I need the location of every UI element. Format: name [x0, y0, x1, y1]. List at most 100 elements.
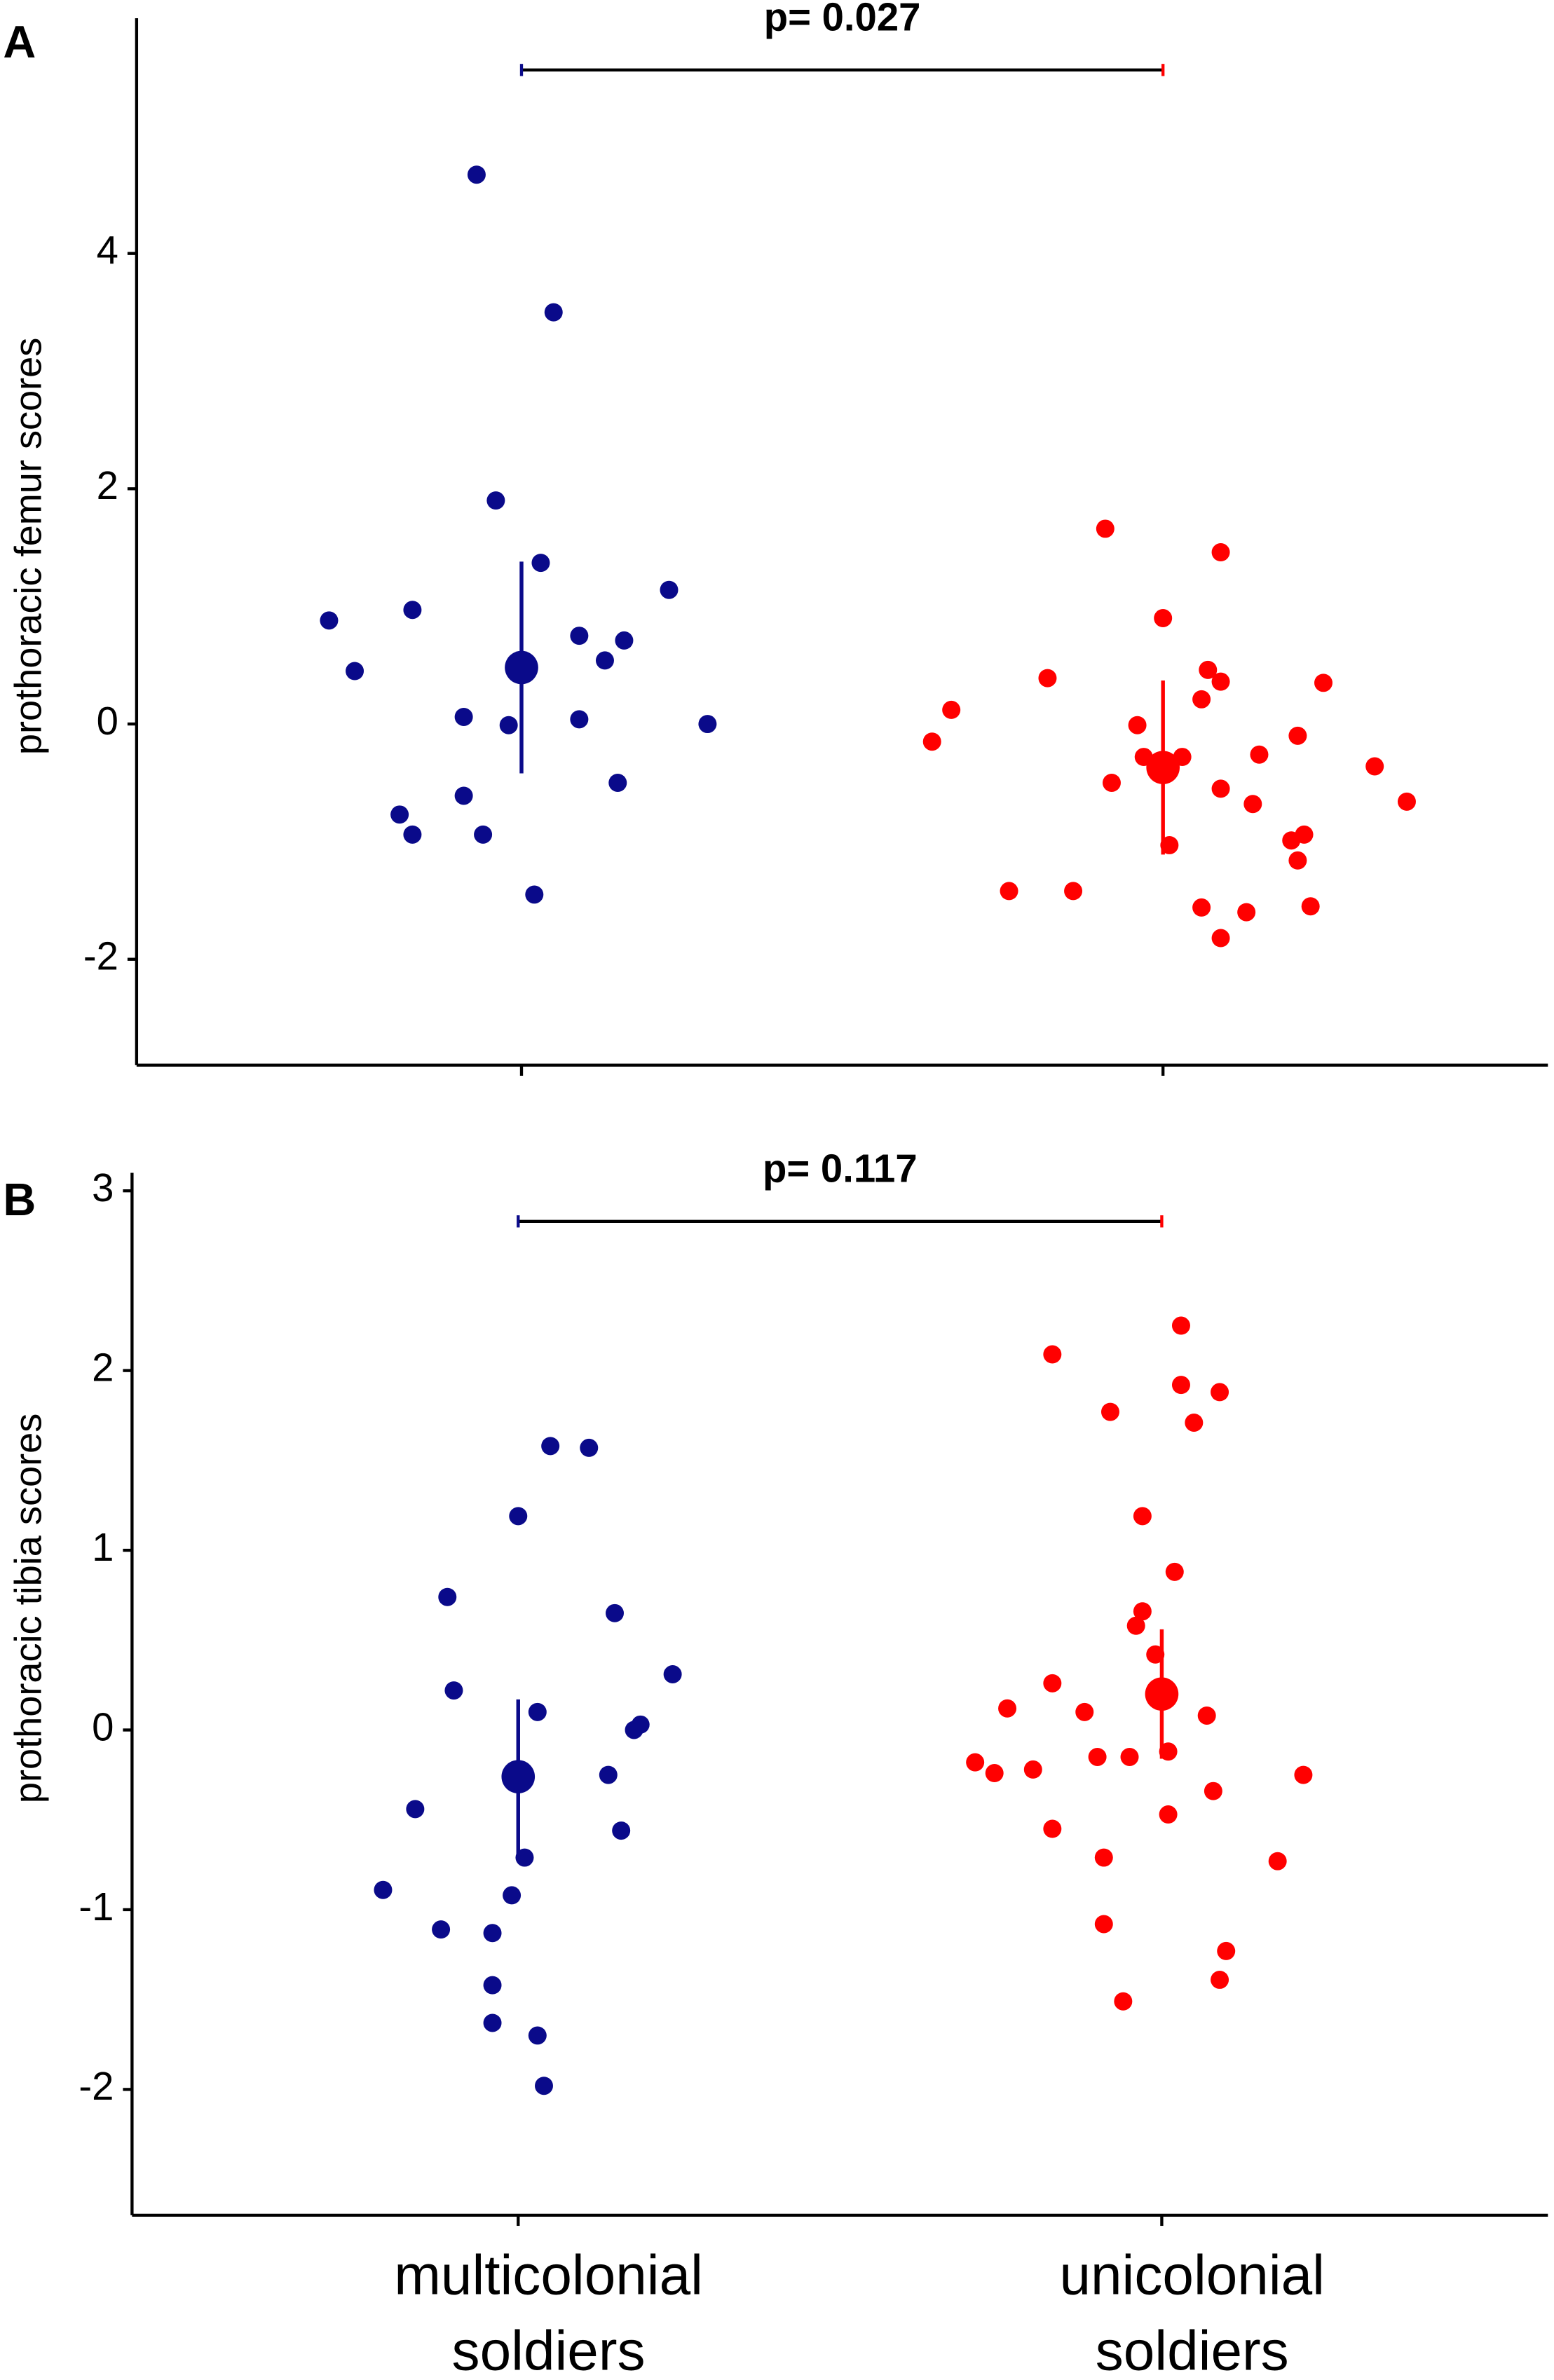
- x-tick-label: multicolonial soldiers: [394, 2243, 703, 2380]
- data-point: [346, 662, 364, 681]
- data-point: [503, 1886, 522, 1905]
- p-value: p= 0.117: [763, 1146, 918, 1190]
- data-point: [1075, 1702, 1094, 1721]
- y-tick-label: 0: [92, 1704, 114, 1749]
- y-tick-label: -1: [79, 1885, 114, 1929]
- data-point: [942, 700, 961, 719]
- data-point: [486, 491, 505, 510]
- data-point: [1171, 1316, 1190, 1335]
- data-point: [1211, 1383, 1229, 1402]
- data-point: [406, 1800, 425, 1819]
- data-point: [922, 732, 941, 751]
- data-point: [528, 1702, 547, 1721]
- data-point: [541, 1437, 560, 1456]
- data-point: [570, 710, 589, 729]
- data-point: [1185, 1413, 1204, 1432]
- data-point: [660, 580, 679, 599]
- data-point: [595, 651, 614, 670]
- data-point: [608, 773, 627, 792]
- data-point: [570, 627, 589, 645]
- y-axis-label: prothoracic femur scores: [7, 338, 49, 755]
- data-point: [1282, 831, 1301, 850]
- data-point: [1159, 1805, 1178, 1824]
- y-axis-label: prothoracic tibia scores: [7, 1414, 49, 1803]
- y-tick-label: 1: [92, 1525, 114, 1569]
- y-tick-label: -2: [79, 2064, 114, 2108]
- data-point: [525, 885, 544, 904]
- data-point: [1288, 851, 1307, 870]
- data-point: [966, 1753, 985, 1772]
- data-point: [1094, 1848, 1113, 1867]
- data-point: [1288, 726, 1307, 745]
- data-point: [1023, 1760, 1042, 1779]
- data-point: [1211, 779, 1230, 798]
- data-point: [474, 825, 493, 844]
- data-point: [1250, 745, 1269, 764]
- data-point: [483, 2013, 502, 2032]
- data-point: [432, 1920, 451, 1939]
- panel-label: B: [3, 1174, 36, 1225]
- data-point: [403, 825, 422, 844]
- y-tick-label: 2: [92, 1345, 114, 1389]
- data-point: [1133, 1507, 1152, 1526]
- data-point: [1043, 1674, 1062, 1692]
- data-point: [1192, 690, 1211, 709]
- data-point: [998, 1699, 1017, 1718]
- data-point: [1043, 1345, 1062, 1364]
- data-point: [1365, 757, 1384, 776]
- data-point: [1211, 929, 1230, 948]
- data-point: [483, 1924, 502, 1943]
- data-point: [320, 611, 339, 630]
- data-point: [544, 303, 563, 322]
- data-point: [625, 1721, 643, 1739]
- panel-label: A: [3, 16, 36, 67]
- data-point: [1000, 882, 1018, 901]
- data-point: [1064, 882, 1083, 901]
- data-point: [483, 1976, 502, 1995]
- data-point: [580, 1438, 599, 1457]
- data-point: [1038, 669, 1057, 688]
- data-point: [1397, 792, 1416, 811]
- data-point: [1243, 795, 1262, 814]
- data-point: [528, 2026, 547, 2045]
- data-point: [1133, 1602, 1152, 1621]
- data-point: [615, 631, 634, 650]
- data-point: [1165, 1562, 1184, 1581]
- data-point: [403, 601, 422, 620]
- data-point: [1192, 898, 1211, 917]
- data-point: [1314, 673, 1333, 692]
- data-point: [1114, 1992, 1133, 2011]
- data-point: [374, 1880, 393, 1899]
- data-point: [606, 1603, 624, 1622]
- data-point: [454, 786, 473, 805]
- data-point: [1154, 609, 1173, 627]
- data-point: [1294, 1765, 1313, 1784]
- data-point: [1120, 1747, 1139, 1766]
- data-point: [438, 1587, 457, 1606]
- data-point: [1197, 1706, 1216, 1725]
- data-point: [612, 1821, 631, 1840]
- data-point: [535, 2077, 553, 2095]
- mean-point: [1146, 751, 1180, 784]
- data-point: [1043, 1819, 1062, 1838]
- data-point: [1100, 1402, 1119, 1421]
- data-point: [1094, 1915, 1113, 1934]
- data-point: [1088, 1747, 1107, 1766]
- data-point: [1126, 1616, 1145, 1635]
- y-tick-label: 4: [97, 228, 118, 273]
- data-point: [1211, 672, 1230, 691]
- data-point: [1211, 543, 1230, 561]
- data-point: [1301, 897, 1320, 916]
- data-point: [1211, 1970, 1229, 1989]
- data-point: [1199, 660, 1218, 679]
- data-point: [467, 165, 486, 184]
- data-point: [1171, 1376, 1190, 1395]
- data-point: [663, 1665, 682, 1683]
- y-tick-label: 3: [92, 1165, 114, 1210]
- mean-point: [505, 650, 538, 685]
- data-point: [1128, 716, 1147, 734]
- data-point: [454, 708, 473, 726]
- data-point: [1096, 519, 1115, 538]
